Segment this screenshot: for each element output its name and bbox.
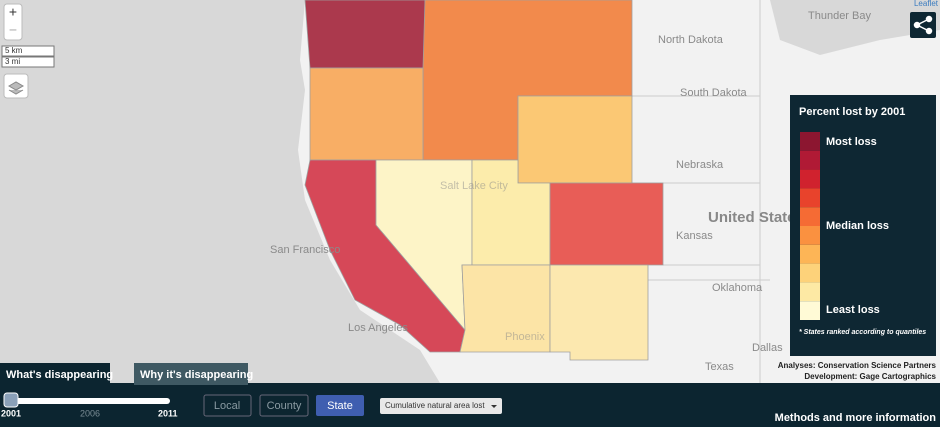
legend-note: * States ranked according to quantiles: [799, 329, 926, 336]
scale-bar: [1, 56, 55, 68]
state: [549, 264, 649, 361]
map-label: Oklahoma: [712, 282, 763, 294]
tab[interactable]: [0, 363, 110, 385]
dropdown[interactable]: [380, 398, 502, 414]
layers-icon: [7, 81, 25, 95]
legend-label: Least loss: [826, 304, 880, 316]
legend-swatch: [800, 301, 820, 320]
state: [309, 67, 424, 161]
legend-swatch: [800, 244, 820, 264]
zoom-out[interactable]: −: [9, 22, 17, 38]
methods-link[interactable]: Methods and more information: [775, 412, 937, 424]
share-icon: [913, 15, 933, 35]
map-label: Nebraska: [676, 159, 724, 171]
scale-bar: [1, 45, 55, 57]
credit: Development: Gage Cartographics: [804, 372, 936, 381]
legend-title: Percent lost by 2001: [799, 106, 905, 118]
dropdown-label[interactable]: Cumulative natural area lost: [385, 401, 485, 410]
zoom-in[interactable]: +: [9, 4, 17, 20]
state: [549, 182, 664, 266]
dropdown-arrow: [491, 405, 497, 408]
legend-swatch: [800, 132, 820, 151]
map-label: South Dakota: [680, 87, 748, 99]
attribution[interactable]: Leaflet: [914, 0, 939, 8]
level-button[interactable]: [259, 394, 309, 417]
tab-label[interactable]: Why it's disappearing: [140, 369, 253, 381]
state: [517, 95, 633, 184]
slider-label: 2011: [158, 408, 178, 418]
level-label[interactable]: County: [267, 400, 302, 412]
level-label[interactable]: Local: [214, 400, 240, 412]
slider-track[interactable]: [6, 398, 170, 404]
legend-swatch: [800, 282, 820, 302]
legend-swatch: [800, 169, 820, 189]
zoom-control: [3, 3, 23, 41]
map-label: United States: [708, 209, 804, 226]
legend-swatch: [800, 207, 820, 226]
map-label: North Dakota: [658, 34, 724, 46]
map-label: Salt Lake City: [440, 180, 508, 192]
scale-metric: 5 km: [5, 46, 23, 55]
map-label: Los Angeles: [348, 322, 408, 334]
level-button[interactable]: [316, 395, 364, 416]
legend-label: Most loss: [826, 136, 877, 148]
legend-swatch: [800, 150, 820, 170]
map-label: Phoenix: [505, 331, 545, 343]
map-label: San Francisco: [270, 244, 340, 256]
map-label: Kansas: [676, 230, 713, 242]
state: [304, 0, 426, 69]
map-label: Dallas: [752, 342, 783, 354]
legend-swatch: [800, 188, 820, 208]
scale-imperial: 3 mi: [5, 57, 20, 66]
credit: Analyses: Conservation Science Partners: [778, 361, 937, 370]
slider-handle[interactable]: [3, 392, 19, 408]
tab-label[interactable]: What's disappearing: [6, 369, 113, 381]
tab[interactable]: [134, 363, 248, 385]
map-label: Texas: [705, 361, 734, 373]
level-label[interactable]: State: [327, 400, 353, 412]
legend-label: Median loss: [826, 220, 889, 232]
legend-swatch: [800, 263, 820, 283]
level-button[interactable]: [203, 394, 252, 417]
states: [304, 0, 664, 361]
lake: [770, 0, 940, 55]
ocean: [0, 0, 440, 383]
slider-label: 2006: [80, 408, 100, 418]
map-label: Thunder Bay: [808, 10, 871, 22]
legend-swatch: [800, 226, 820, 245]
slider-label: 2001: [1, 408, 21, 418]
borders: [632, 0, 770, 383]
